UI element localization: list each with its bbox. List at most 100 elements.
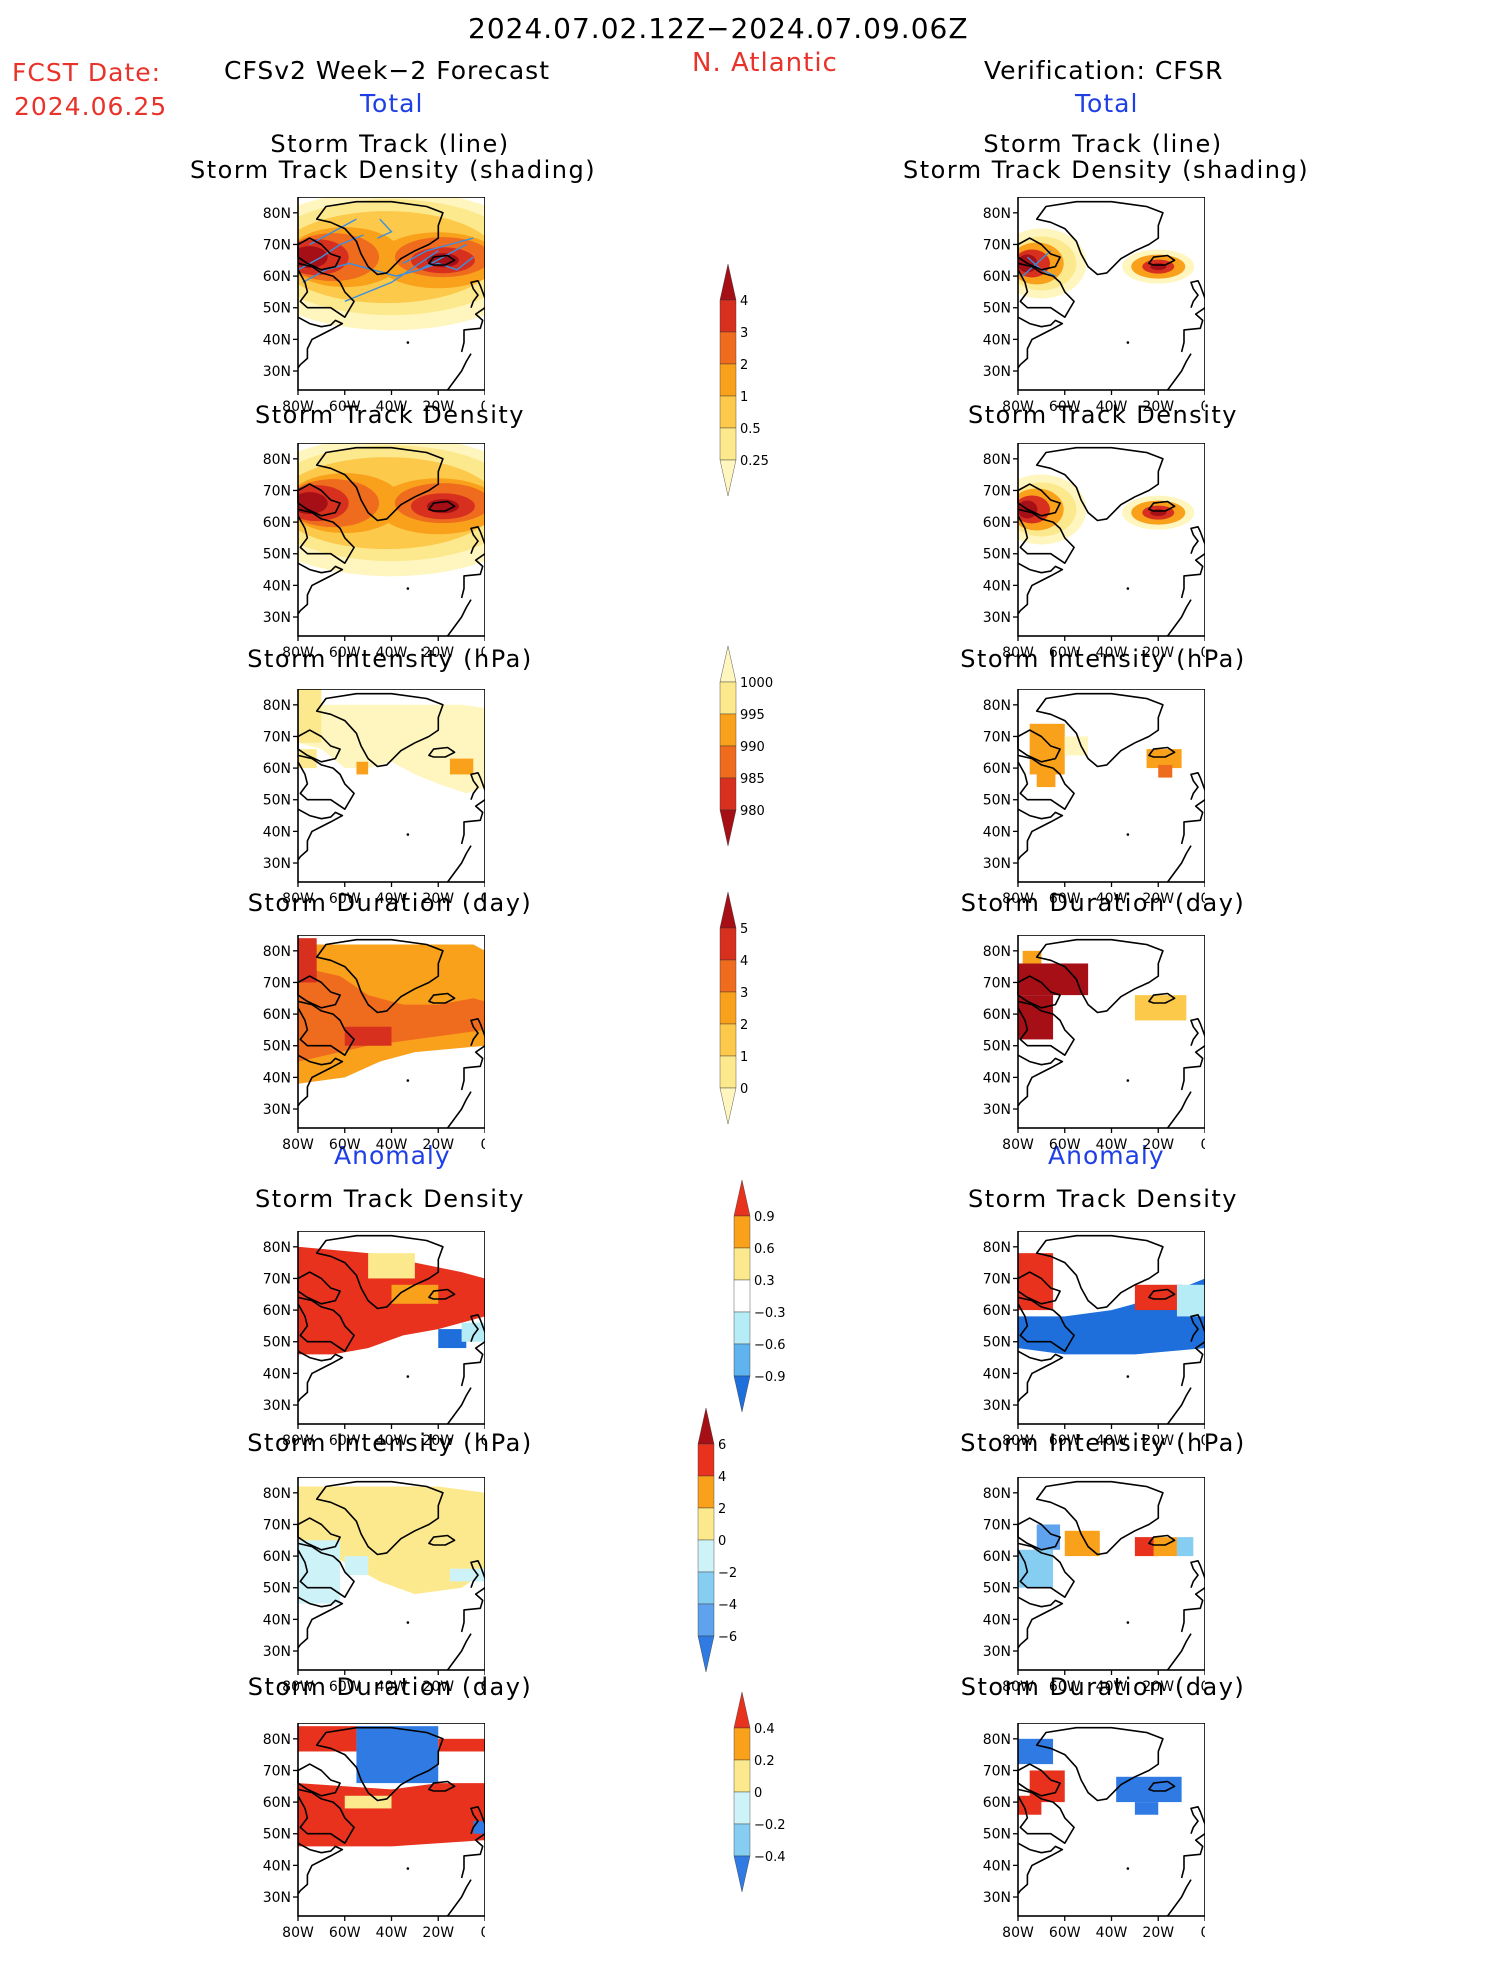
colorbar-segment (719, 927, 737, 961)
lat-tick-label: 40N (263, 1070, 291, 1086)
map-left-track: 80N 70N 60N 50N 40N 30N 80W 60W 40W 20W 0 (250, 197, 485, 442)
storm-track-line (377, 218, 393, 239)
lat-tick-label: 60N (263, 1303, 291, 1319)
fcst-date-label: FCST Date: (12, 58, 162, 87)
colorbar-segment (733, 1247, 751, 1281)
grid-cell (1036, 1524, 1061, 1550)
lon-tick-label: 0 (1201, 1433, 1205, 1449)
shading (298, 1486, 485, 1604)
lat-tick-label: 30N (983, 364, 1011, 380)
europe-coastline (460, 1587, 485, 1633)
azores-dot (1126, 1621, 1130, 1624)
colorbar-segment (719, 891, 737, 929)
us-east-coastline (297, 316, 344, 369)
lat-tick-label: 70N (983, 237, 1011, 253)
grid-cell (1018, 1549, 1054, 1588)
shading (298, 1246, 485, 1355)
europe-coastline (460, 1045, 485, 1091)
lat-tick-label: 50N (983, 547, 1011, 563)
lon-tick-label: 80W (282, 1137, 314, 1153)
lon-tick-label: 20W (422, 399, 454, 415)
lat-tick-label: 40N (263, 1366, 291, 1382)
labrador-coastline (1017, 1542, 1075, 1598)
europe-coastline (1180, 1045, 1205, 1091)
grid-cell (1134, 995, 1187, 1021)
lat-tick-label: 30N (263, 1890, 291, 1906)
grid-cell (298, 938, 317, 983)
lon-tick-label: 20W (422, 645, 454, 661)
colorbar-segment (719, 263, 737, 301)
left-column-subtitle: Total (360, 89, 424, 118)
lat-tick-label: 60N (263, 1549, 291, 1565)
europe-coastline (1180, 553, 1205, 599)
colorbar-label: 0 (754, 1786, 762, 1801)
lon-tick-label: 0 (481, 1137, 485, 1153)
region-label: N. Atlantic (692, 48, 838, 78)
lon-tick-label: 60W (1049, 1925, 1081, 1941)
colorbar-density-anomaly: 0.9 0.6 0.3 −0.3 −0.6 −0.9 (732, 1178, 822, 1418)
iceland-coastline (1148, 1534, 1176, 1546)
grid-cell (1134, 1537, 1159, 1557)
colorbar-segment (697, 1539, 715, 1573)
greenland-coastline (1035, 1234, 1164, 1310)
lon-tick-label: 0 (1201, 399, 1205, 415)
labrador-coastline (297, 754, 355, 810)
colorbar-label: −0.6 (754, 1338, 786, 1353)
lon-tick-label: 20W (422, 1137, 454, 1153)
lon-tick-label: 20W (1142, 1433, 1174, 1449)
grid-cell (298, 1540, 341, 1604)
storm-track-line (309, 218, 357, 246)
lon-tick-label: 80W (282, 1679, 314, 1695)
lon-tick-label: 80W (1002, 1433, 1034, 1449)
colorbar-intensity: 1000 995 990 985 980 (718, 644, 808, 852)
us-east-coastline (297, 1350, 344, 1403)
lat-tick-label: 50N (983, 1335, 1011, 1351)
grid-cell (1022, 950, 1042, 964)
grid-cell (1134, 1802, 1159, 1815)
africa-coastline (1166, 353, 1192, 391)
lon-tick-label: 60W (329, 399, 361, 415)
europe-coastline (460, 553, 485, 599)
lon-tick-label: 20W (1142, 1925, 1174, 1941)
europe-coastline (460, 307, 485, 353)
lon-tick-label: 40W (376, 399, 408, 415)
colorbar-segment (733, 1823, 751, 1857)
lat-tick-label: 50N (263, 301, 291, 317)
map-right-duration-anom: 80N 70N 60N 50N 40N 30N 80W 60W 40W 20W 0 (970, 1723, 1205, 1968)
colorbar-segment (733, 1215, 751, 1249)
colorbar-label: 1 (740, 1050, 748, 1065)
grid-cell (1018, 1795, 1042, 1815)
colorbar-label: 0.5 (740, 422, 761, 437)
africa-coastline (446, 599, 472, 637)
azores-dot (1126, 341, 1130, 344)
grid-cell (1018, 1738, 1054, 1765)
azores-dot (406, 587, 410, 590)
storm-track-lines (298, 218, 474, 303)
lon-tick-label: 20W (1142, 645, 1174, 661)
british-isles-coastline (1190, 526, 1205, 554)
storm-track-line (402, 237, 474, 265)
azores-dot (1126, 1867, 1130, 1870)
colorbar-duration-anomaly: 0.4 0.2 0 −0.2 −0.4 (732, 1690, 822, 1898)
lon-tick-label: 40W (376, 891, 408, 907)
lat-tick-label: 70N (983, 483, 1011, 499)
africa-coastline (446, 353, 472, 391)
lat-tick-label: 40N (263, 332, 291, 348)
lon-tick-label: 0 (1201, 1925, 1205, 1941)
lat-tick-label: 80N (263, 1732, 291, 1748)
lat-tick-label: 50N (983, 793, 1011, 809)
iceland-coastline (1148, 1780, 1176, 1792)
grid-cell (1036, 768, 1056, 788)
lat-tick-label: 70N (983, 1763, 1011, 1779)
greenland-coastline (315, 1480, 444, 1556)
colorbar-label: −0.9 (754, 1370, 786, 1385)
africa-coastline (1166, 1091, 1192, 1129)
lat-tick-label: 40N (263, 578, 291, 594)
lat-tick-label: 40N (983, 578, 1011, 594)
lat-tick-label: 70N (983, 975, 1011, 991)
colorbar-segment (697, 1635, 715, 1673)
left-duration-anom-title: Storm Duration (day) (247, 1673, 533, 1701)
colorbar-segment (719, 681, 737, 715)
iceland-coastline (428, 1534, 456, 1546)
lon-tick-label: 0 (481, 645, 485, 661)
